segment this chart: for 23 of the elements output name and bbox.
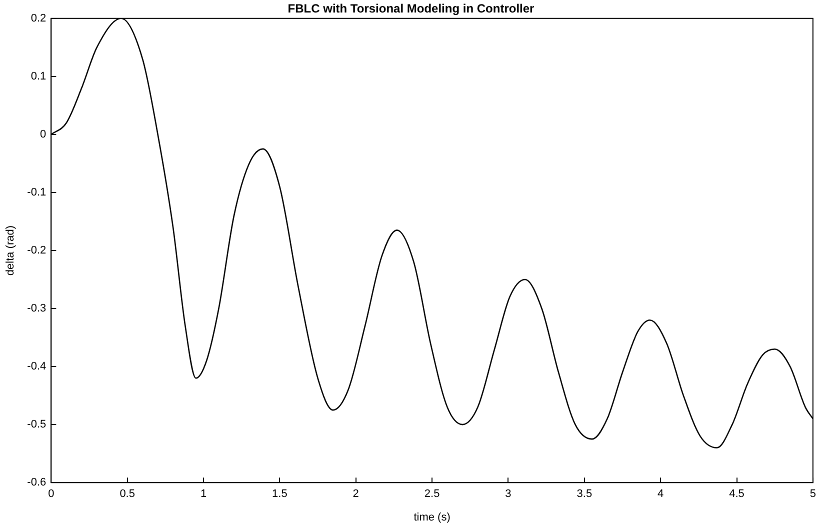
x-tick-label: 5 — [810, 488, 816, 500]
x-tick-label: 1.5 — [272, 488, 288, 500]
x-tick-label: 3 — [505, 488, 512, 500]
chart-title: FBLC with Torsional Modeling in Controller — [288, 2, 535, 16]
x-tick-label: 4 — [658, 488, 664, 500]
y-tick-label: -0.4 — [27, 360, 46, 373]
y-tick-label: -0.1 — [27, 186, 46, 199]
y-tick-label: 0.2 — [30, 12, 46, 24]
y-tick-label: -0.5 — [27, 418, 46, 431]
x-tick-label: 4.5 — [729, 488, 744, 500]
y-axis-title: delta (rad) — [4, 225, 17, 276]
y-tick-label: -0.6 — [27, 476, 46, 489]
x-tick-label: 3.5 — [576, 488, 592, 500]
x-tick-label: 0.5 — [120, 488, 135, 500]
x-tick-label: 2 — [352, 488, 359, 500]
x-axis-title: time (s) — [414, 511, 450, 524]
y-tick-label: -0.2 — [27, 244, 46, 257]
y-tick-label: -0.3 — [27, 302, 46, 315]
x-tick-label: 2.5 — [424, 488, 440, 500]
x-tick-label: 0 — [48, 488, 54, 500]
y-tick-label: 0 — [40, 128, 46, 140]
x-tick-label: 1 — [200, 488, 207, 500]
y-tick-label: 0.1 — [30, 70, 46, 82]
